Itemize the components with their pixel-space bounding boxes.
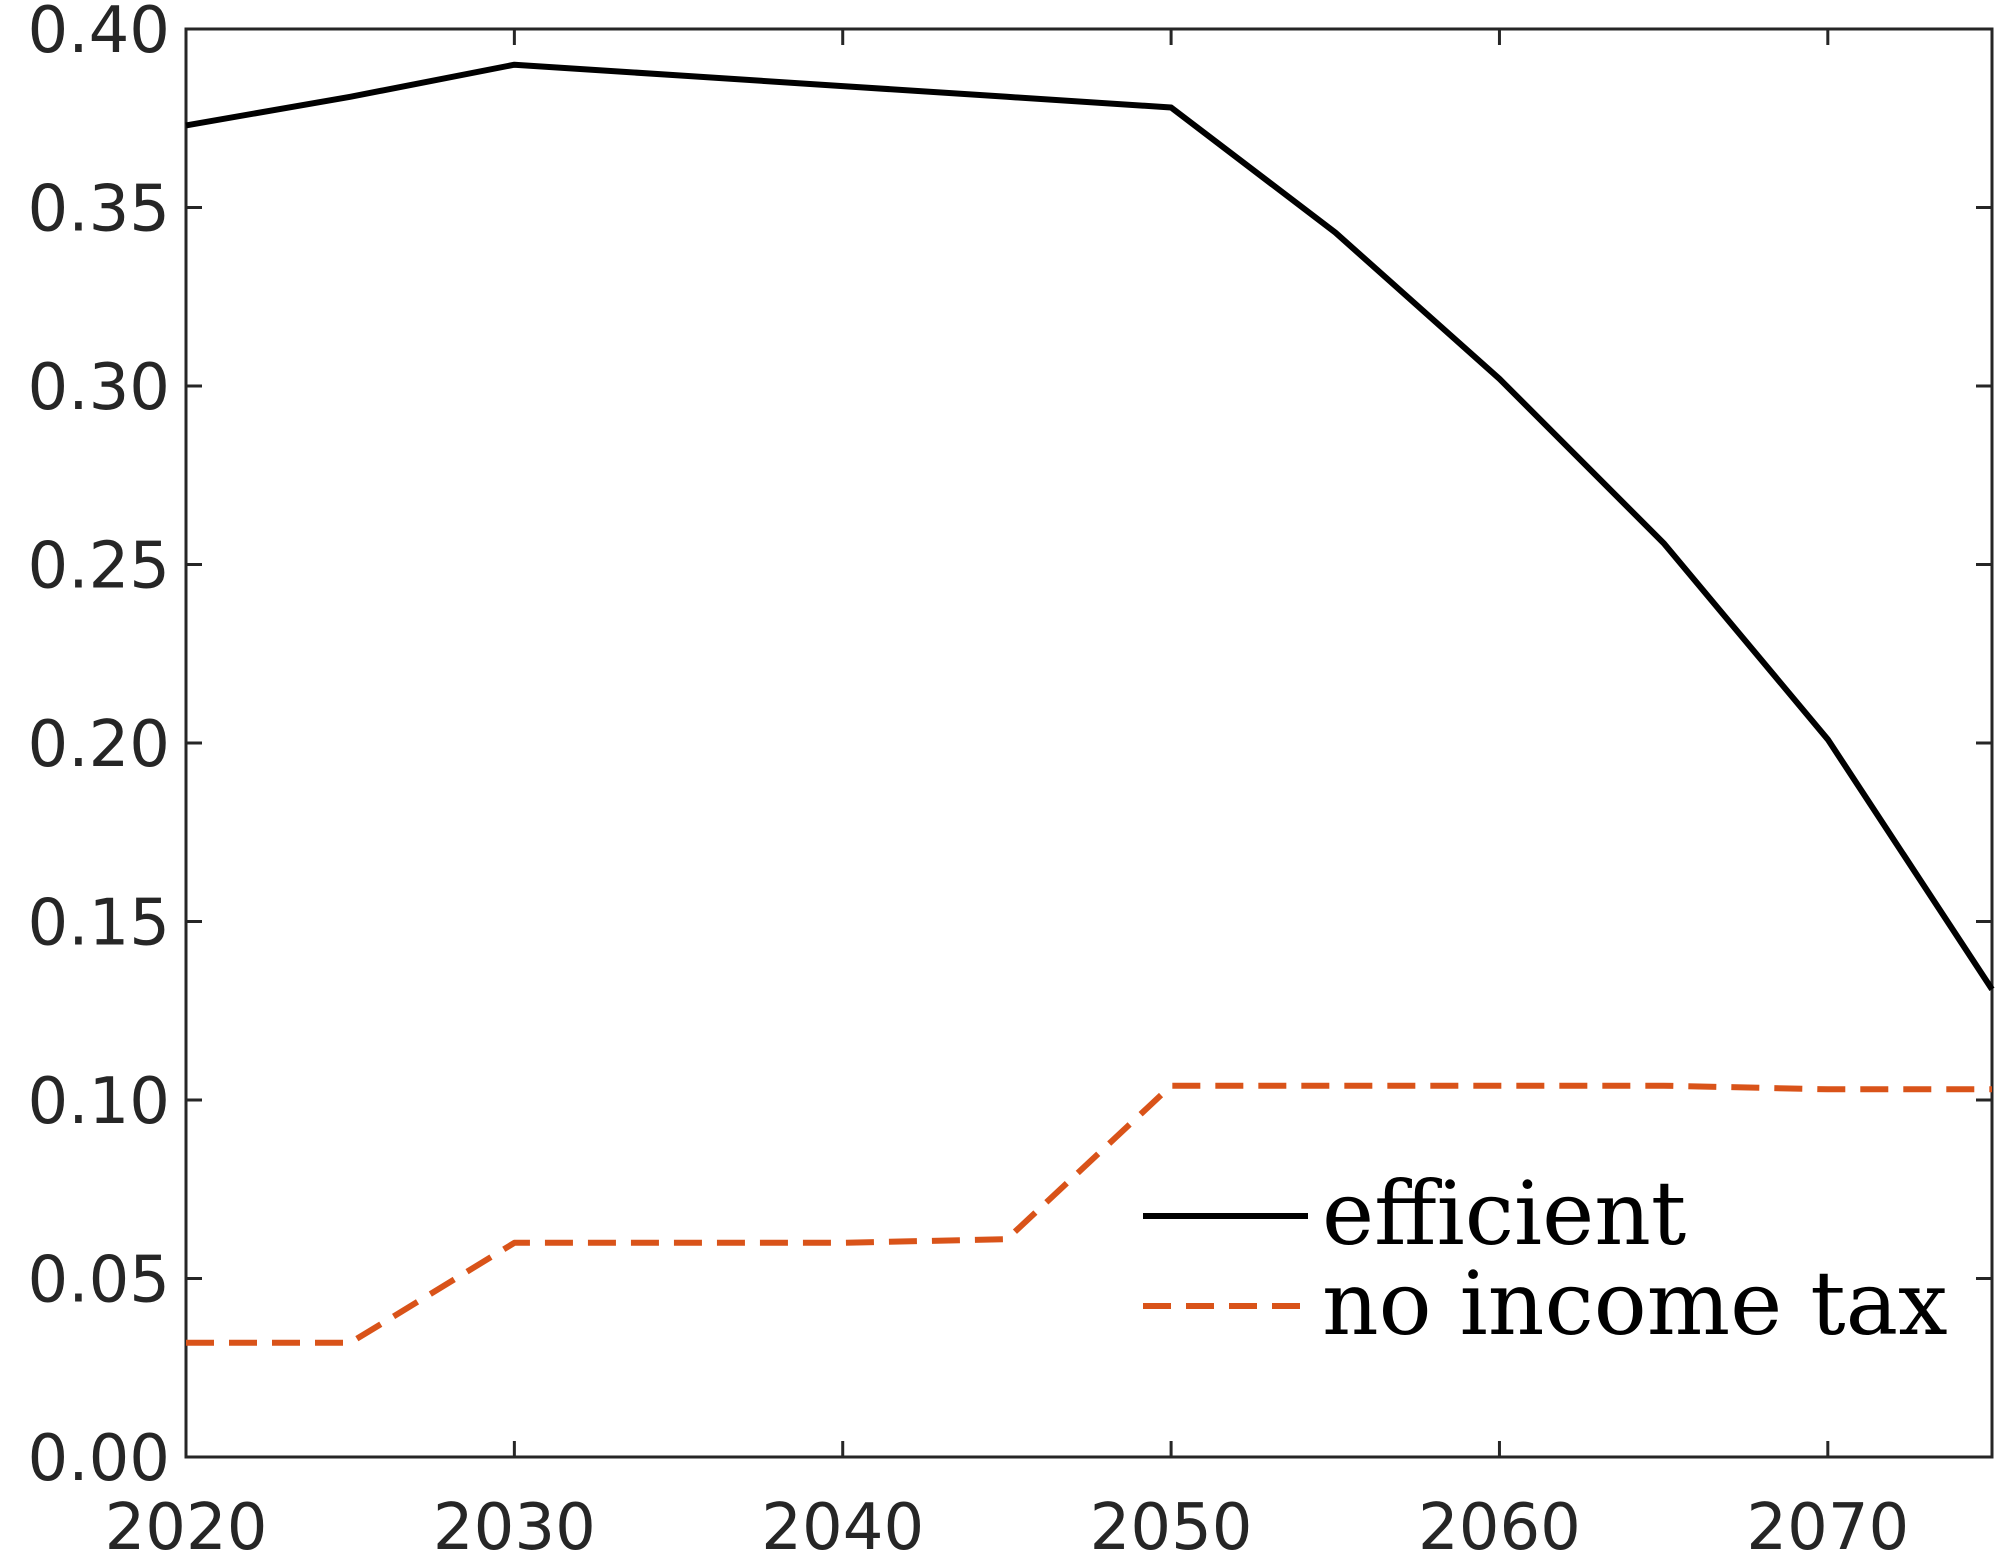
y-tick-label: 0.10	[28, 1065, 171, 1139]
plot-area	[184, 27, 1994, 1459]
y-tick-label: 0.25	[28, 530, 171, 604]
series-line-0	[185, 61, 1995, 991]
x-tick-label: 2030	[433, 1491, 596, 1554]
y-tick-label: 0.05	[28, 1244, 171, 1318]
y-tick-label: 0.00	[28, 1422, 171, 1496]
legend-label-1: no income tax	[1322, 1252, 1948, 1355]
x-tick-label: 2050	[1090, 1491, 1253, 1554]
tick-labels: 2020 2030 2040 2050 2060 2070 0.00 0.05 0.10 0.15…	[28, 0, 1910, 1554]
y-tick-label: 0.35	[28, 173, 171, 247]
series-line-1	[186, 1082, 1992, 1346]
x-tick-label: 2060	[1418, 1491, 1581, 1554]
axis-ticks	[184, 27, 1992, 1459]
x-tick-label: 2020	[105, 1491, 268, 1554]
y-tick-label: 0.40	[28, 0, 171, 68]
series-lines	[185, 61, 1995, 1346]
legend-label-0: efficient	[1322, 1162, 1686, 1265]
x-tick-label: 2040	[761, 1491, 924, 1554]
y-tick-label: 0.15	[28, 887, 171, 961]
y-tick-label: 0.30	[28, 351, 171, 425]
y-tick-label: 0.20	[28, 708, 171, 782]
x-tick-label: 2070	[1746, 1491, 1909, 1554]
